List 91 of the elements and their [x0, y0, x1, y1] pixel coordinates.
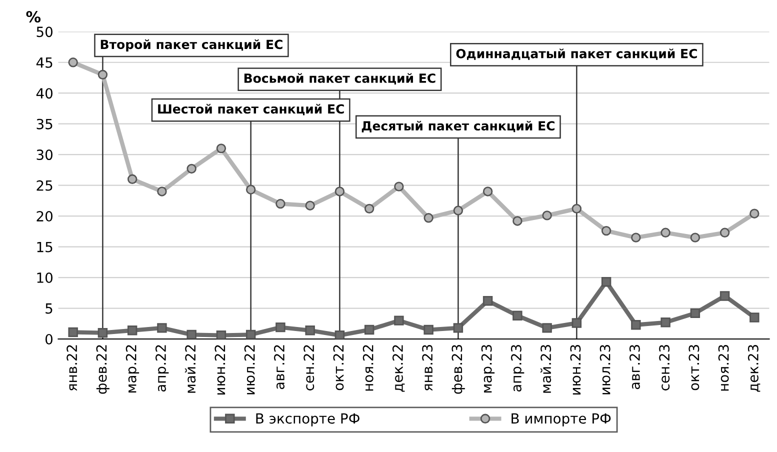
x-tick-label: янв.22 — [66, 345, 77, 391]
point — [720, 291, 730, 301]
point — [572, 204, 582, 214]
x-tick-label: окт.22 — [333, 345, 344, 390]
point — [276, 198, 286, 209]
x-tick-label: апр.22 — [155, 345, 169, 392]
x-tick-label: окт.23 — [688, 344, 700, 390]
x-tick-label: сен.23 — [659, 344, 670, 390]
x-tick-label: май.23 — [540, 344, 552, 393]
y-tick-label: 15 — [37, 242, 52, 252]
y-tick-label: 5 — [46, 303, 52, 314]
point — [157, 186, 167, 196]
point — [750, 208, 760, 218]
x-tick-label: апр.23 — [510, 344, 524, 392]
point — [631, 320, 641, 330]
x-tick-label: ноя.23 — [718, 344, 729, 391]
point — [276, 322, 286, 332]
point — [512, 216, 522, 226]
point — [482, 186, 493, 196]
point — [512, 310, 522, 320]
point — [631, 232, 641, 242]
point — [216, 144, 226, 154]
point — [334, 330, 345, 339]
point — [186, 164, 196, 174]
x-tick-label: фев.22 — [96, 345, 110, 394]
y-axis-title: % — [26, 10, 41, 23]
point — [98, 70, 108, 80]
x-tick-label: июн.22 — [214, 345, 226, 394]
point — [453, 206, 464, 216]
x-tick-label: авг.23 — [629, 344, 640, 390]
y-tick-label: 35 — [36, 118, 52, 130]
x-tick-label: янв.23 — [422, 344, 433, 391]
point — [542, 323, 552, 333]
point — [660, 228, 670, 238]
legend-label: В импорте РФ — [512, 413, 611, 426]
x-tick-label: мар.23 — [481, 344, 495, 392]
x-tick-label: ноя.22 — [362, 345, 374, 391]
x-tick-label: сен.22 — [304, 345, 314, 390]
x-tick-label: мар.22 — [126, 345, 140, 392]
point — [246, 330, 256, 339]
point — [216, 330, 226, 339]
point — [601, 226, 612, 236]
point — [68, 327, 78, 338]
ref-line-label: Второй пакет санкций ЕС — [100, 39, 282, 52]
point — [424, 213, 434, 223]
ref-line-label: Шестой пакет санкций ЕС — [158, 104, 344, 116]
x-tick-label: фев.23 — [452, 344, 465, 394]
ref-line-label: Десятый пакет санкций ЕС — [362, 120, 554, 132]
x-tick-label: май.22 — [184, 345, 196, 393]
point — [364, 324, 374, 335]
point — [601, 276, 612, 287]
legend-label: В экспорте РФ — [256, 413, 360, 426]
point — [394, 316, 404, 326]
point — [394, 182, 404, 192]
y-tick-label: 40 — [36, 88, 52, 99]
point — [482, 296, 493, 306]
point — [186, 330, 196, 339]
point — [453, 323, 464, 333]
y-tick-label: 25 — [36, 180, 52, 191]
x-tick-label: дек.22 — [392, 345, 405, 392]
point — [127, 326, 138, 336]
point — [334, 186, 345, 196]
point — [690, 232, 700, 242]
point — [542, 210, 552, 220]
x-tick-label: дек.23 — [748, 344, 760, 392]
point — [305, 326, 315, 336]
point — [424, 324, 434, 335]
y-tick-label: 0 — [45, 334, 52, 344]
point — [660, 318, 670, 328]
point — [690, 308, 700, 318]
y-tick-label: 45 — [36, 58, 52, 68]
x-tick-label: авг.22 — [274, 345, 284, 390]
y-tick-label: 10 — [37, 272, 52, 283]
x-tick-label: июн.23 — [570, 344, 581, 394]
point — [364, 204, 374, 214]
point — [246, 184, 256, 194]
y-tick-label: 50 — [36, 26, 52, 38]
ref-line-label: Одиннадцатый пакет санкций ЕС — [456, 48, 697, 60]
y-tick-label: 30 — [36, 150, 52, 160]
x-tick-label: июл.23 — [600, 344, 610, 394]
point — [157, 323, 167, 333]
point — [750, 312, 760, 322]
point — [572, 318, 582, 328]
ref-line-label: Восьмой пакет санкций ЕС — [244, 73, 436, 84]
point — [305, 200, 315, 210]
point — [68, 58, 78, 68]
y-tick-label: 20 — [36, 211, 52, 222]
point — [720, 228, 730, 238]
x-tick-label: июл.22 — [244, 345, 255, 394]
point — [98, 328, 108, 338]
point — [127, 174, 138, 184]
